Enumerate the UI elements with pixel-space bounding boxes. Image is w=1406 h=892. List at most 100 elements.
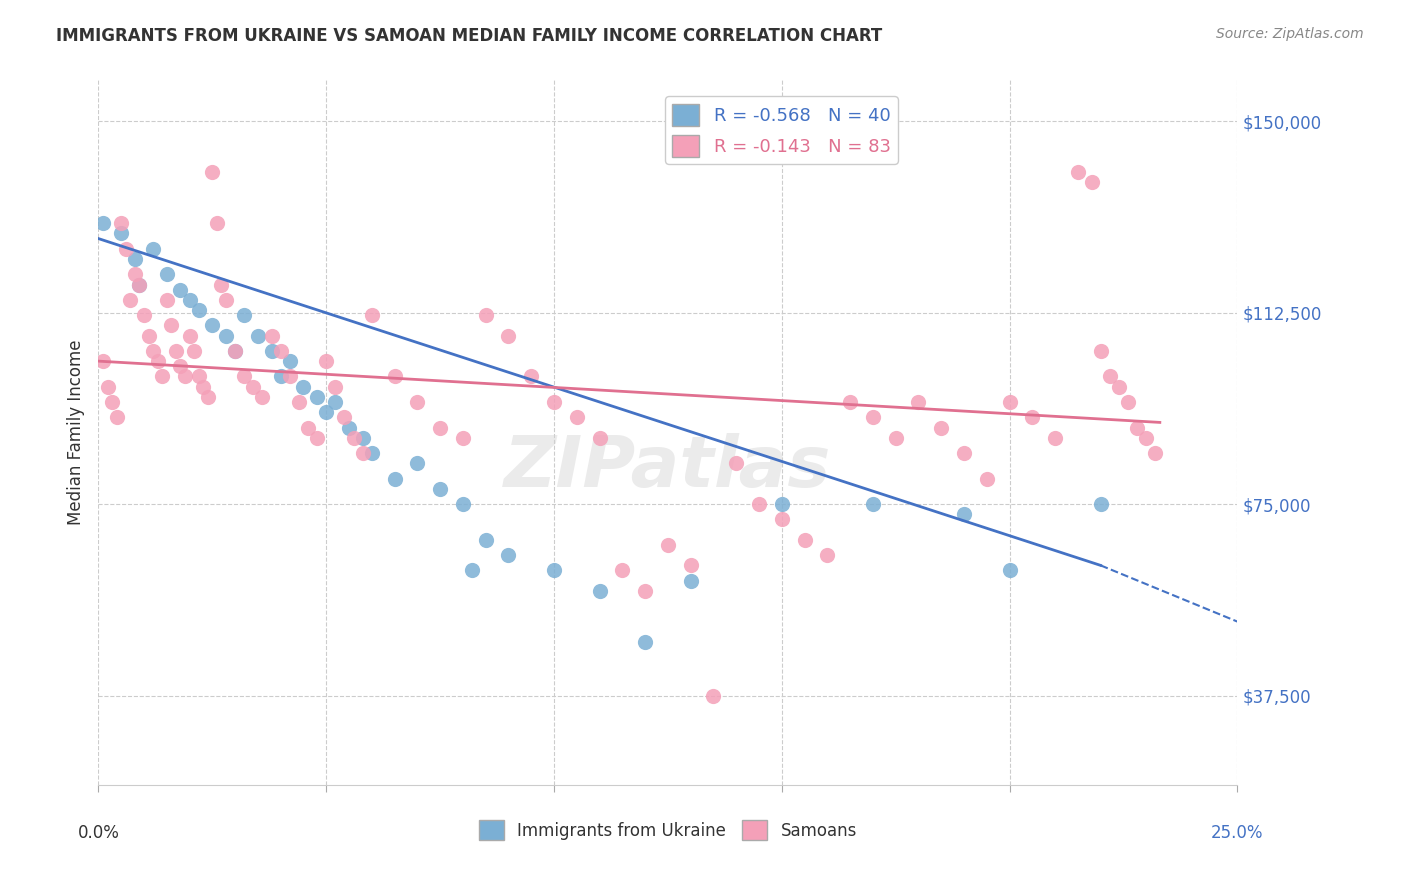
Point [1108, 379, 1130, 393]
Point [124, 252, 146, 266]
Point [679, 574, 702, 588]
Point [352, 431, 374, 445]
Point [315, 354, 337, 368]
Point [278, 369, 301, 384]
Point [770, 512, 793, 526]
Point [588, 583, 610, 598]
Point [565, 410, 588, 425]
Point [634, 635, 657, 649]
Point [1080, 175, 1102, 189]
Text: IMMIGRANTS FROM UKRAINE VS SAMOAN MEDIAN FAMILY INCOME CORRELATION CHART: IMMIGRANTS FROM UKRAINE VS SAMOAN MEDIAN… [56, 27, 883, 45]
Point [215, 328, 238, 343]
Point [292, 379, 315, 393]
Point [543, 564, 565, 578]
Point [110, 227, 132, 241]
Point [128, 277, 150, 292]
Text: Source: ZipAtlas.com: Source: ZipAtlas.com [1216, 27, 1364, 41]
Point [657, 538, 679, 552]
Point [160, 318, 183, 333]
Point [474, 533, 496, 547]
Point [270, 343, 292, 358]
Point [929, 420, 952, 434]
Text: 25.0%: 25.0% [1211, 824, 1264, 842]
Point [165, 343, 187, 358]
Point [233, 308, 256, 322]
Point [209, 277, 232, 292]
Point [461, 564, 484, 578]
Point [498, 328, 520, 343]
Point [907, 395, 929, 409]
Point [451, 431, 474, 445]
Point [278, 354, 301, 368]
Y-axis label: Median Family Income: Median Family Income [66, 340, 84, 525]
Point [242, 379, 264, 393]
Point [260, 343, 283, 358]
Point [323, 395, 346, 409]
Point [451, 497, 474, 511]
Point [1090, 497, 1112, 511]
Point [333, 410, 356, 425]
Point [862, 410, 884, 425]
Point [201, 165, 224, 179]
Point [96, 379, 118, 393]
Point [1090, 343, 1112, 358]
Text: 0.0%: 0.0% [77, 824, 120, 842]
Point [288, 395, 311, 409]
Point [998, 564, 1021, 578]
Point [1067, 165, 1090, 179]
Point [128, 277, 150, 292]
Point [146, 354, 169, 368]
Point [352, 446, 374, 460]
Point [998, 395, 1021, 409]
Point [193, 379, 215, 393]
Point [323, 379, 346, 393]
Point [953, 508, 976, 522]
Point [793, 533, 815, 547]
Point [976, 472, 998, 486]
Point [156, 268, 179, 282]
Point [360, 446, 382, 460]
Point [150, 369, 173, 384]
Point [215, 293, 238, 307]
Point [1043, 431, 1066, 445]
Point [91, 216, 114, 230]
Point [1098, 369, 1121, 384]
Point [862, 497, 884, 511]
Point [1135, 431, 1157, 445]
Point [138, 328, 160, 343]
Point [543, 395, 565, 409]
Point [770, 497, 793, 511]
Point [634, 583, 657, 598]
Point [953, 446, 976, 460]
Point [233, 369, 256, 384]
Point [197, 390, 219, 404]
Point [246, 328, 269, 343]
Legend: Immigrants from Ukraine, Samoans: Immigrants from Ukraine, Samoans [472, 814, 863, 847]
Point [588, 431, 610, 445]
Point [270, 369, 292, 384]
Point [839, 395, 862, 409]
Point [315, 405, 337, 419]
Point [307, 431, 329, 445]
Point [169, 283, 191, 297]
Point [297, 420, 319, 434]
Point [815, 548, 838, 562]
Point [474, 308, 496, 322]
Point [702, 689, 724, 703]
Point [884, 431, 907, 445]
Point [169, 359, 191, 374]
Point [224, 343, 246, 358]
Point [101, 395, 124, 409]
Point [91, 354, 114, 368]
Point [252, 390, 274, 404]
Point [679, 558, 702, 573]
Point [1116, 395, 1139, 409]
Point [201, 318, 224, 333]
Point [124, 268, 146, 282]
Point [1021, 410, 1043, 425]
Point [110, 216, 132, 230]
Point [114, 242, 136, 256]
Point [748, 497, 770, 511]
Point [725, 456, 748, 470]
Point [406, 395, 429, 409]
